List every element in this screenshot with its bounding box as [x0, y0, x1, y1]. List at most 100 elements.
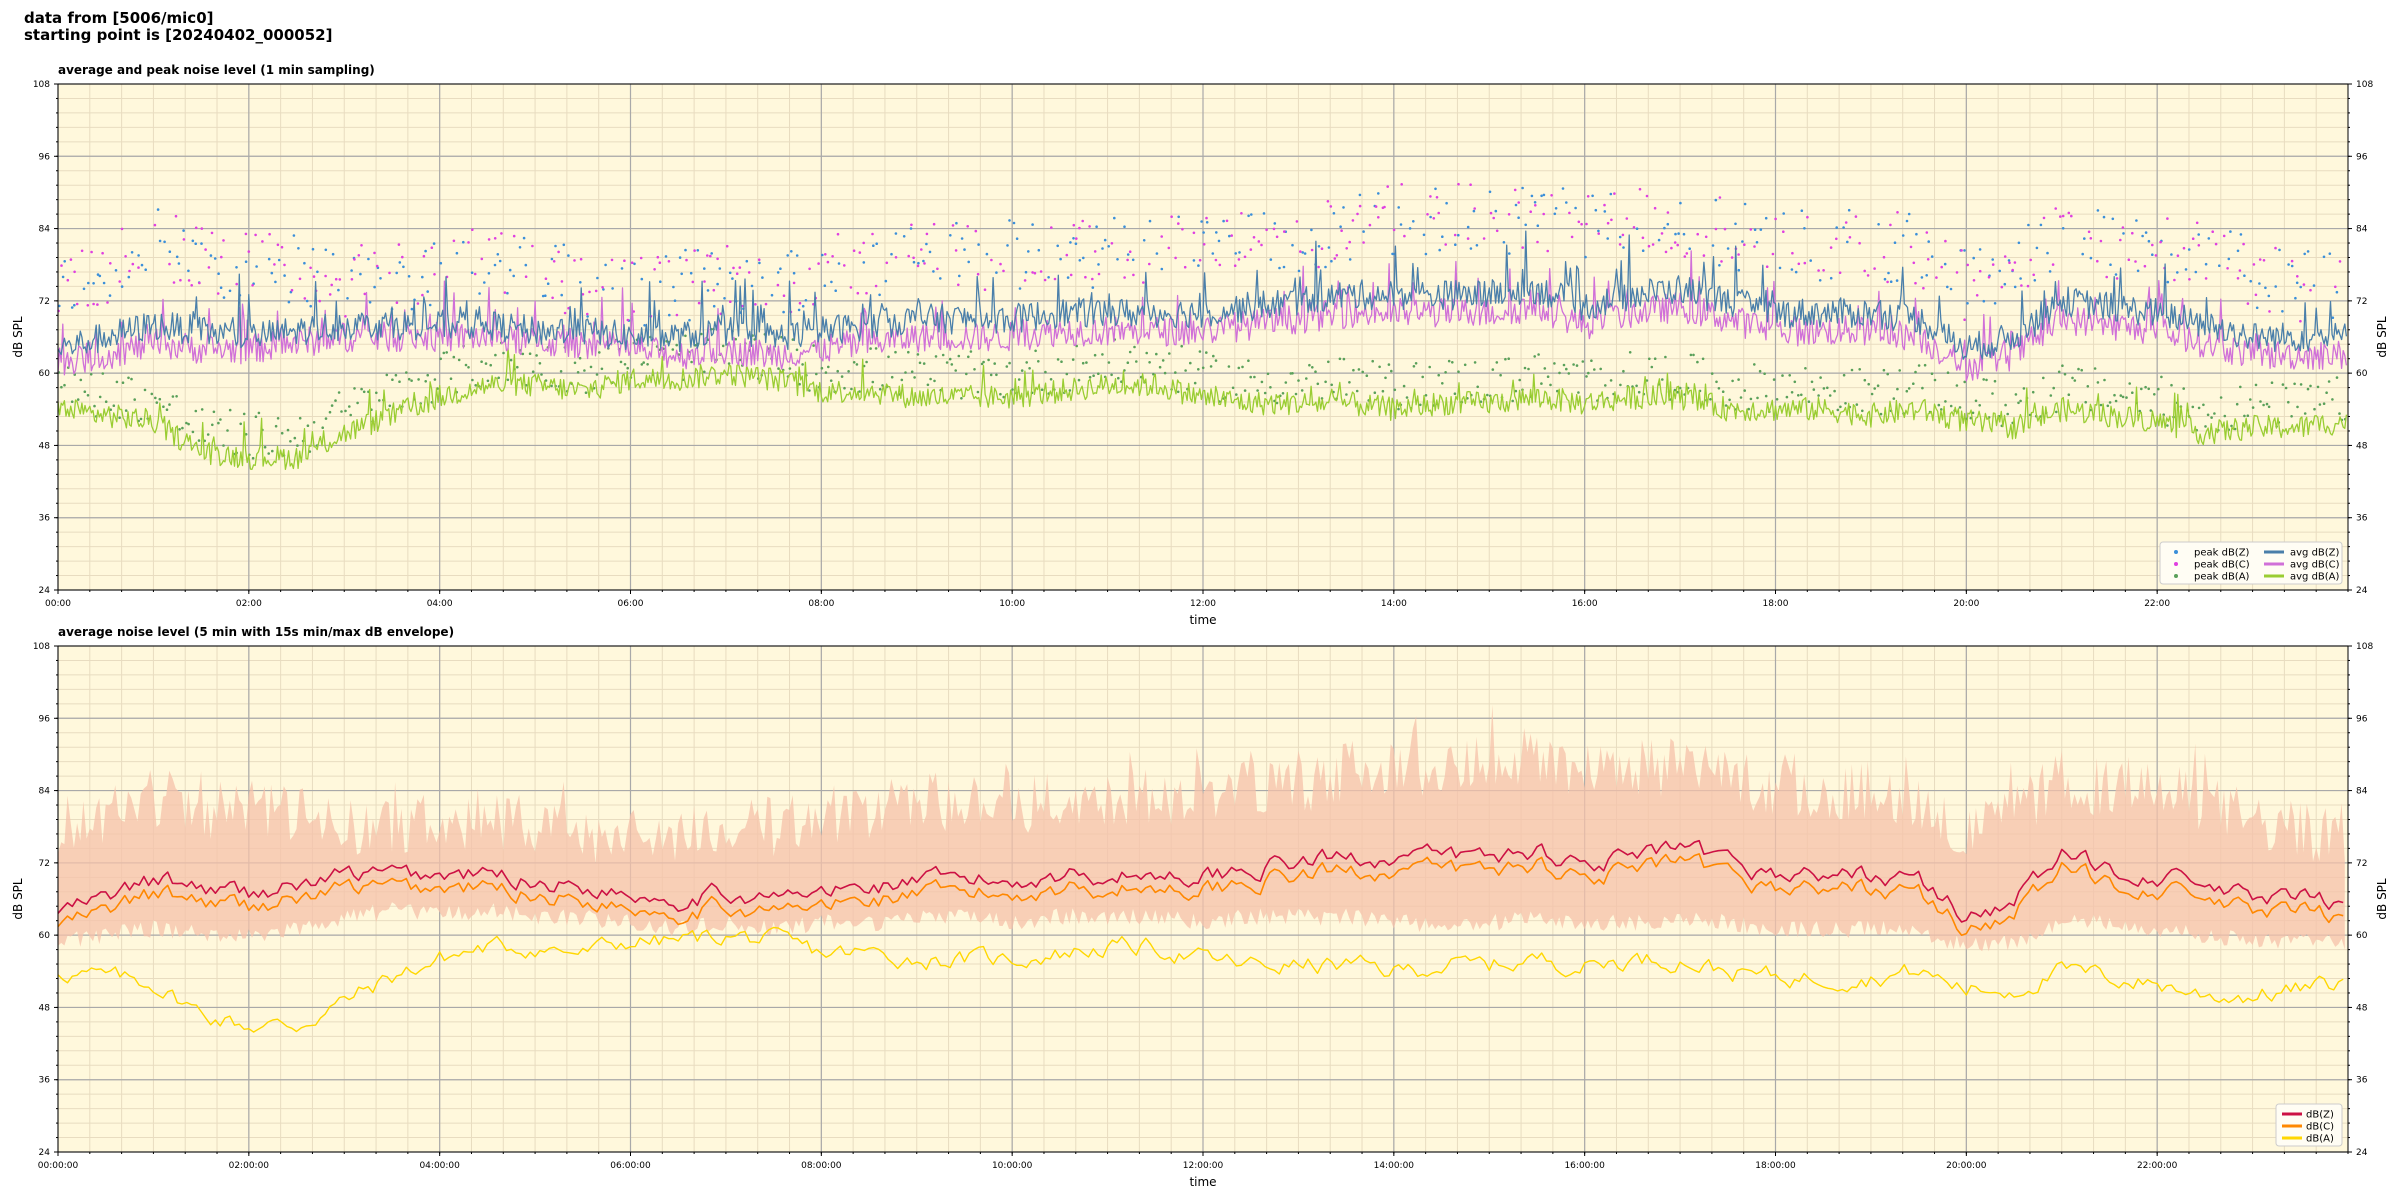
- legend-entry: dB(Z): [2306, 1110, 2334, 1121]
- x-tick-label: 06:00: [618, 599, 644, 609]
- peak-c-point: [1075, 237, 1078, 240]
- peak-c-point: [1260, 243, 1263, 247]
- peak-a-point: [212, 410, 216, 414]
- peak-z-point: [1015, 237, 1019, 240]
- peak-a-point: [1523, 366, 1527, 370]
- peak-z-point: [1148, 219, 1152, 223]
- peak-a-point: [2153, 393, 2156, 396]
- peak-z-point: [823, 284, 827, 288]
- peak-c-point: [693, 249, 696, 252]
- x-tick-label: 12:00:00: [1183, 1161, 1224, 1171]
- peak-c-point: [471, 228, 474, 231]
- peak-a-point: [1065, 372, 1069, 376]
- peak-c-point: [1685, 252, 1689, 255]
- peak-z-point: [928, 250, 932, 254]
- peak-a-point: [165, 408, 169, 412]
- peak-z-point: [1737, 268, 1741, 272]
- peak-c-point: [353, 258, 356, 261]
- peak-a-point: [2057, 370, 2061, 374]
- peak-a-point: [2309, 384, 2312, 388]
- peak-z-point: [61, 275, 65, 279]
- peak-a-point: [328, 410, 332, 414]
- peak-a-point: [995, 373, 998, 377]
- peak-z-point: [512, 274, 515, 278]
- peak-c-point: [563, 311, 567, 315]
- peak-a-point: [2031, 390, 2035, 394]
- peak-z-point: [2083, 237, 2086, 240]
- peak-z-point: [1790, 268, 1794, 271]
- peak-c-point: [1348, 240, 1351, 244]
- peak-a-point: [1546, 375, 1550, 379]
- peak-c-point: [2197, 244, 2201, 247]
- peak-z-point: [1399, 223, 1403, 226]
- peak-a-point: [1822, 387, 1826, 390]
- peak-c-point: [1335, 254, 1339, 257]
- peak-c-point: [216, 292, 220, 295]
- peak-z-point: [567, 254, 570, 257]
- peak-z-point: [2061, 227, 2065, 230]
- peak-a-point: [2290, 415, 2293, 418]
- peak-a-point: [1237, 366, 1241, 370]
- peak-z-point: [1012, 221, 1016, 225]
- peak-c-point: [1835, 237, 1838, 241]
- peak-a-point: [910, 370, 914, 374]
- peak-a-point: [1599, 367, 1602, 371]
- peak-c-point: [373, 251, 376, 255]
- peak-z-point: [1753, 228, 1757, 231]
- peak-z-point: [2081, 252, 2084, 256]
- peak-a-point: [70, 400, 74, 404]
- peak-c-point: [824, 253, 827, 256]
- x-tick-label: 02:00: [236, 599, 262, 609]
- peak-a-point: [480, 360, 483, 364]
- peak-z-point: [73, 303, 76, 307]
- peak-c-point: [2238, 269, 2242, 272]
- peak-a-point: [349, 413, 353, 417]
- peak-a-point: [1527, 367, 1530, 371]
- peak-c-point: [2258, 258, 2262, 261]
- peak-a-point: [815, 372, 818, 376]
- peak-a-point: [1110, 373, 1113, 377]
- peak-c-point: [298, 277, 302, 281]
- peak-z-point: [1794, 270, 1798, 274]
- peak-a-point: [471, 378, 474, 382]
- peak-z-point: [546, 282, 550, 286]
- peak-z-point: [1847, 208, 1851, 212]
- peak-c-point: [500, 232, 503, 235]
- peak-c-point: [1039, 270, 1043, 273]
- peak-a-point: [1978, 404, 1981, 407]
- peak-a-point: [101, 372, 105, 375]
- peak-z-point: [522, 236, 526, 240]
- peak-z-point: [884, 279, 888, 283]
- peak-a-point: [1764, 394, 1768, 398]
- peak-a-point: [2331, 398, 2334, 401]
- peak-z-point: [1303, 252, 1307, 255]
- peak-c-point: [1577, 220, 1581, 224]
- peak-a-point: [1991, 392, 1994, 395]
- peak-a-point: [600, 367, 604, 371]
- peak-a-point: [871, 380, 875, 384]
- peak-a-point: [1037, 360, 1040, 363]
- chart-panel-top: 24 24 36 36 48 48 60 60 72 72 84 84 96 96 108 108 00:00 0…: [11, 63, 2389, 627]
- peak-z-point: [1056, 244, 1059, 248]
- peak-z-point: [1472, 209, 1476, 213]
- peak-z-point: [1963, 249, 1966, 252]
- peak-a-point: [1384, 376, 1387, 380]
- peak-a-point: [916, 353, 920, 356]
- peak-z-point: [274, 280, 277, 284]
- peak-a-point: [1397, 407, 1400, 411]
- peak-c-point: [1912, 261, 1916, 265]
- peak-c-point: [1955, 271, 1959, 274]
- peak-c-point: [974, 229, 978, 233]
- peak-z-point: [1362, 230, 1365, 233]
- peak-z-point: [487, 272, 491, 275]
- peak-a-point: [457, 358, 461, 362]
- peak-a-point: [1844, 402, 1847, 405]
- peak-z-point: [130, 251, 134, 254]
- peak-z-point: [1247, 214, 1250, 218]
- peak-a-point: [486, 379, 490, 383]
- peak-c-point: [1031, 271, 1034, 274]
- peak-a-point: [1743, 389, 1746, 392]
- peak-a-point: [1381, 389, 1385, 393]
- peak-c-point: [782, 294, 786, 298]
- peak-a-point: [306, 424, 310, 428]
